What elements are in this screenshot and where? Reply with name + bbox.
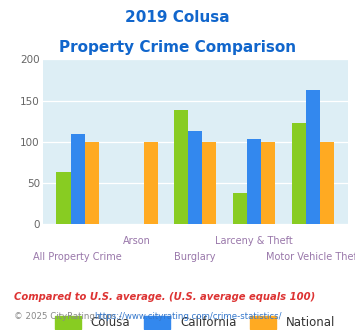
Text: Larceny & Theft: Larceny & Theft [215,236,293,246]
Bar [143,142,158,224]
Text: © 2025 CityRating.com -: © 2025 CityRating.com - [14,312,125,321]
Text: https://www.cityrating.com/crime-statistics/: https://www.cityrating.com/crime-statist… [94,312,282,321]
Legend: Colusa, California, National: Colusa, California, National [55,316,335,329]
Text: 2019 Colusa: 2019 Colusa [125,10,230,25]
Bar [233,193,247,224]
Text: Motor Vehicle Theft: Motor Vehicle Theft [266,252,355,262]
Bar [174,110,188,224]
Bar [188,131,202,224]
Bar [56,172,71,224]
Bar [306,90,320,224]
Bar [247,139,261,224]
Bar [261,142,275,224]
Text: Property Crime Comparison: Property Crime Comparison [59,40,296,54]
Text: Burglary: Burglary [175,252,216,262]
Text: All Property Crime: All Property Crime [33,252,122,262]
Text: Arson: Arson [122,236,151,246]
Bar [85,142,99,224]
Bar [71,134,85,224]
Bar [292,123,306,224]
Text: Compared to U.S. average. (U.S. average equals 100): Compared to U.S. average. (U.S. average … [14,292,316,302]
Bar [320,142,334,224]
Bar [202,142,217,224]
